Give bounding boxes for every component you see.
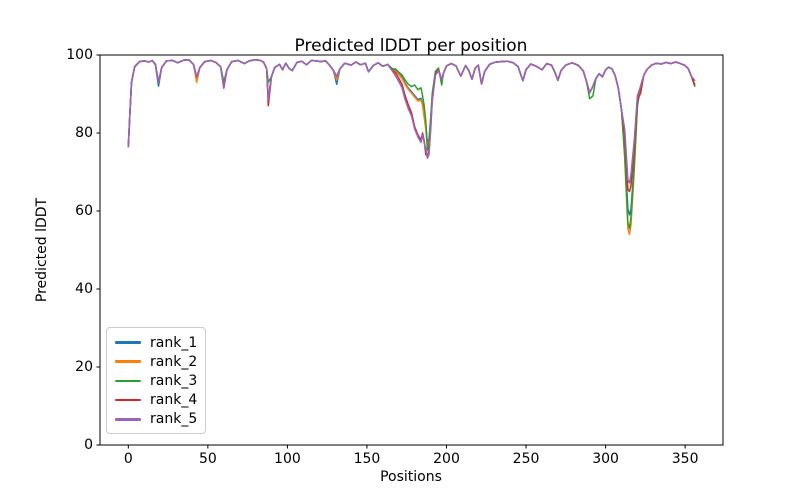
legend-entry-rank-4: rank_4 bbox=[115, 391, 205, 410]
legend-entry-rank-5: rank_5 bbox=[115, 410, 205, 429]
legend-label: rank_3 bbox=[150, 372, 198, 389]
series-line-rank_1 bbox=[127, 58, 696, 216]
legend-label: rank_2 bbox=[150, 353, 198, 370]
legend-label: rank_5 bbox=[150, 411, 198, 428]
series-line-rank_3 bbox=[127, 58, 696, 230]
rank-3-line-swatch bbox=[115, 379, 141, 383]
y-tick-label: 20 bbox=[75, 359, 93, 375]
legend: rank_1 rank_2 rank_3 rank_4 rank_5 bbox=[106, 327, 206, 434]
x-tick-label: 50 bbox=[198, 451, 217, 467]
rank-5-line-swatch bbox=[115, 418, 141, 421]
legend-label: rank_4 bbox=[150, 392, 198, 409]
y-tick-label: 80 bbox=[75, 125, 93, 141]
series-line-rank_5 bbox=[127, 58, 696, 184]
y-tick-label: 40 bbox=[75, 281, 93, 297]
x-tick-label: 250 bbox=[512, 451, 540, 467]
x-tick-label: 200 bbox=[433, 451, 460, 467]
legend-entry-rank-3: rank_3 bbox=[115, 371, 205, 390]
chart-title: Predicted lDDT per position bbox=[294, 36, 528, 56]
y-tick-label: 0 bbox=[84, 437, 93, 453]
legend-entry-rank-2: rank_2 bbox=[115, 352, 205, 371]
series-line-rank_4 bbox=[127, 58, 696, 193]
legend-entry-rank-1: rank_1 bbox=[115, 333, 205, 352]
x-tick-label: 300 bbox=[592, 451, 619, 467]
y-tick-label: 100 bbox=[66, 47, 93, 63]
x-tick-label: 150 bbox=[353, 451, 381, 467]
x-axis-label: Positions bbox=[380, 469, 442, 485]
rank-4-line-swatch bbox=[115, 398, 141, 402]
y-tick-label: 60 bbox=[75, 203, 93, 219]
axes-frame bbox=[99, 54, 724, 446]
x-tick-label: 0 bbox=[123, 451, 133, 467]
legend-label: rank_1 bbox=[150, 334, 198, 351]
x-tick-label: 100 bbox=[274, 451, 301, 467]
x-tick-label: 350 bbox=[671, 451, 699, 467]
rank-2-line-swatch bbox=[115, 360, 141, 364]
rank-1-line-swatch bbox=[115, 341, 141, 344]
